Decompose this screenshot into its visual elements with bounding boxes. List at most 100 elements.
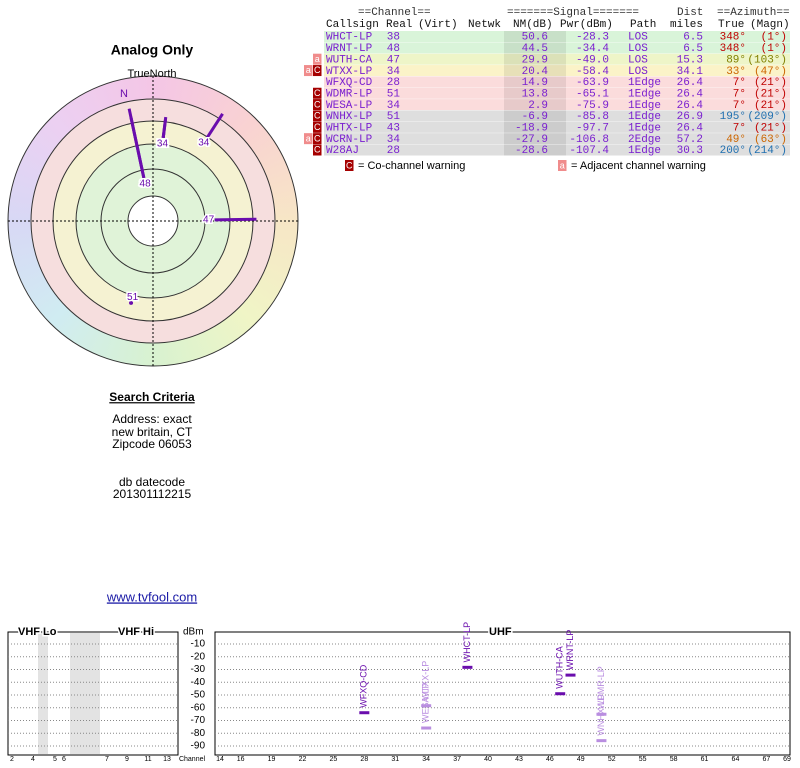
x-tick-label: 61 (701, 756, 709, 763)
x-tick-label: 7 (105, 756, 109, 763)
cell-true: 7° (733, 100, 746, 112)
cell-true: 7° (733, 77, 746, 89)
cell-real: 28 (387, 77, 400, 89)
x-tick-label: 46 (546, 756, 554, 763)
table-row (324, 87, 790, 99)
band-label: UHF (489, 626, 512, 638)
table-row (324, 144, 790, 156)
cell-nm: 13.8 (522, 88, 548, 100)
cell-path: 1Edge (628, 123, 661, 135)
station-name: WESA-LP (421, 683, 431, 724)
x-tick-label: 40 (484, 756, 492, 763)
station-mark (565, 673, 576, 677)
x-tick-label: 2 (10, 756, 14, 763)
station-name: WTXX-LP (421, 661, 431, 701)
column-header: (Magn) (750, 19, 790, 31)
cell-callsign: WUTH-CA (326, 54, 373, 66)
y-tick-label: -70 (191, 715, 206, 726)
cell-callsign: WDMR-LP (326, 88, 373, 100)
station-line (205, 113, 224, 139)
cell-dist: 26.4 (677, 77, 704, 89)
badge (304, 133, 313, 145)
x-tick-label: 13 (163, 756, 171, 763)
cell-path: 1Edge (628, 77, 661, 89)
cell-magn: (21°) (754, 77, 787, 89)
legend-badge (558, 160, 567, 171)
cell-true: 89° (726, 54, 746, 66)
column-header: Real (386, 19, 412, 31)
station-dot (129, 300, 134, 305)
x-tick-label: 37 (453, 756, 461, 763)
cell-real: 48 (387, 43, 400, 55)
cell-real: 28 (387, 145, 400, 157)
cell-magn: (47°) (754, 66, 787, 78)
column-header: NM(dB) (513, 19, 553, 31)
cell-magn: (21°) (754, 123, 787, 135)
search-title: Search Criteria (109, 390, 195, 404)
cell-nm: 29.9 (522, 54, 548, 66)
cell-true: 7° (733, 123, 746, 135)
table-row (324, 53, 790, 65)
uhf-box (214, 631, 791, 756)
y-axis-label: dBm (183, 627, 204, 638)
x-tick-label: 67 (762, 756, 770, 763)
badge-text: a (315, 54, 320, 64)
cell-callsign: WCRN-LP (326, 134, 373, 146)
nm-shade (504, 144, 566, 156)
y-tick-label: -60 (191, 702, 206, 713)
column-header: Path (630, 19, 656, 31)
x-tick-label: 64 (732, 756, 740, 763)
cell-nm: -28.6 (515, 145, 548, 157)
y-tick-label: -20 (191, 651, 206, 662)
cell-callsign: WTXX-LP (326, 66, 373, 78)
badge-text: C (314, 99, 321, 109)
cell-path: 1Edge (628, 88, 661, 100)
cell-path: LOS (628, 43, 648, 55)
cell-magn: (21°) (754, 88, 787, 100)
column-header: Pwr(dBm) (560, 19, 613, 31)
polar-title: Analog Only (111, 42, 194, 58)
cell-callsign: WRNT-LP (326, 43, 373, 55)
column-header: (Virt) (418, 19, 458, 31)
cell-callsign: WESA-LP (326, 100, 373, 112)
cell-true: 348° (720, 32, 746, 44)
station-name: WRNT-LP (565, 630, 575, 671)
y-tick-label: -30 (191, 664, 206, 675)
column-header: miles (670, 19, 703, 31)
cell-callsign: WHTX-LP (326, 123, 373, 135)
badge (313, 110, 322, 122)
station-mark (421, 726, 432, 730)
x-tick-label: 14 (216, 756, 224, 763)
cell-dist: 26.4 (677, 88, 704, 100)
station-mark (421, 704, 432, 708)
station-line (214, 217, 257, 222)
x-tick-label: 58 (670, 756, 678, 763)
table-row (324, 110, 790, 122)
column-header: Callsign (326, 19, 379, 31)
cell-pwr: -107.4 (569, 145, 609, 157)
x-tick-label: 52 (608, 756, 616, 763)
header-group: Dist (677, 7, 703, 19)
station-label: 47 (203, 215, 215, 226)
station-name: WHCT-LP (462, 622, 472, 663)
cell-pwr: -85.8 (576, 111, 609, 123)
cell-real: 34 (387, 66, 401, 78)
station-name: WUTH-CA (555, 646, 565, 689)
north-label: TrueNorth (127, 68, 176, 80)
cell-dist: 15.3 (677, 54, 703, 66)
x-tick-label: 34 (422, 756, 430, 763)
legend-badge-text: a (560, 160, 565, 170)
station-mark (555, 692, 566, 696)
y-tick-label: -90 (191, 741, 206, 752)
site-link[interactable]: www.tvfool.com (106, 589, 197, 604)
cell-dist: 6.5 (683, 32, 703, 44)
cell-pwr: -63.9 (576, 77, 609, 89)
cell-real: 34 (387, 100, 401, 112)
badge-text: C (314, 65, 321, 75)
station-label: 51 (127, 292, 139, 303)
datecode: 201301112215 (113, 487, 192, 501)
search-line: Zipcode 06053 (112, 437, 192, 451)
cell-pwr: -75.9 (576, 100, 609, 112)
cell-path: LOS (628, 66, 648, 78)
